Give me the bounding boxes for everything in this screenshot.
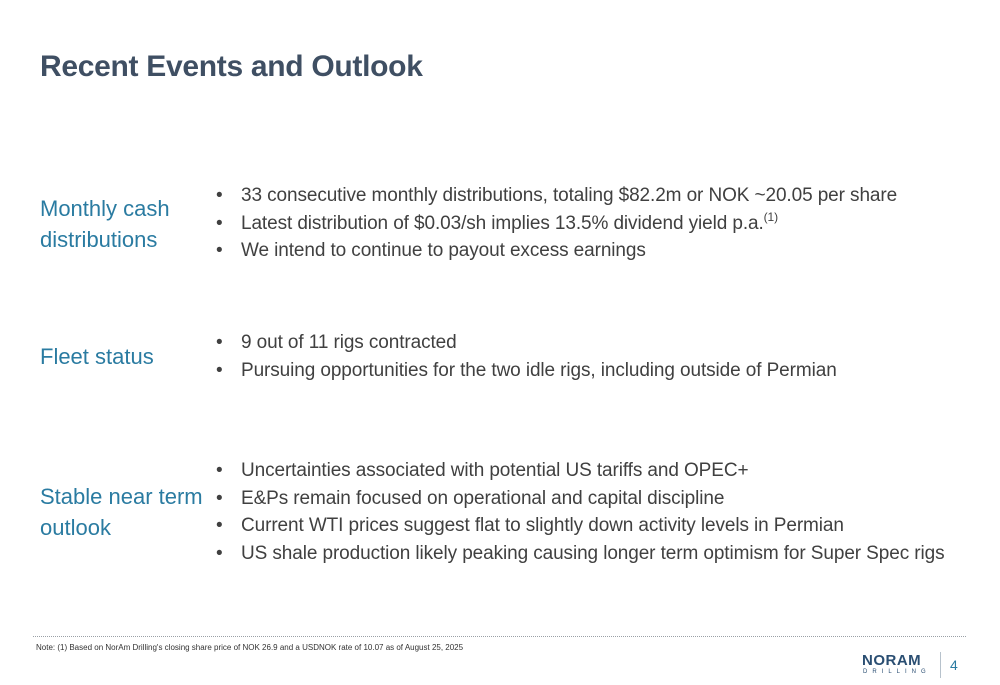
bullet-marker: • (216, 359, 223, 381)
section-label: Stable near term outlook (40, 481, 210, 543)
section-label-line: outlook (40, 515, 111, 540)
section-label-line: Stable near term (40, 484, 203, 509)
bullet-list: • 9 out of 11 rigs contracted • Pursuing… (216, 329, 837, 384)
bullet-marker: • (216, 240, 223, 261)
section-label-line: Monthly cash (40, 196, 170, 221)
logo-wordmark: NORAM (862, 652, 922, 669)
logo-subtitle: DRILLING (863, 669, 931, 675)
bullet-item: • Uncertainties associated with potentia… (216, 457, 945, 485)
bullet-text: 9 out of 11 rigs contracted (241, 332, 457, 353)
bullet-marker: • (216, 542, 223, 564)
bullet-marker: • (216, 515, 223, 536)
bullet-marker: • (216, 487, 223, 509)
section-label-line: distributions (40, 227, 158, 252)
bullet-item: • Latest distribution of $0.03/sh implie… (216, 210, 897, 238)
bullet-marker: • (216, 460, 223, 481)
bullet-item: • We intend to continue to payout excess… (216, 237, 897, 265)
bullet-text: Latest distribution of $0.03/sh implies … (241, 212, 764, 234)
bullet-text: Current WTI prices suggest flat to sligh… (241, 515, 844, 536)
section-label-line: Fleet status (40, 344, 154, 369)
bullet-text: Uncertainties associated with potential … (241, 460, 749, 481)
section-monthly-cash-distributions: Monthly cash distributions • 33 consecut… (40, 182, 980, 272)
bullet-list: • 33 consecutive monthly distributions, … (216, 182, 897, 265)
bullet-item: • E&Ps remain focused on operational and… (216, 485, 945, 513)
section-label: Monthly cash distributions (40, 193, 210, 255)
bullet-marker: • (216, 332, 223, 353)
bullet-item: • Pursuing opportunities for the two idl… (216, 357, 837, 385)
section-stable-near-term-outlook: Stable near term outlook • Uncertainties… (40, 457, 980, 572)
bullet-item: • 9 out of 11 rigs contracted (216, 329, 837, 357)
company-logo: NORAM DRILLING (862, 652, 926, 677)
bullet-item: • Current WTI prices suggest flat to sli… (216, 512, 945, 540)
page-title: Recent Events and Outlook (40, 50, 423, 83)
bullet-text: We intend to continue to payout excess e… (241, 240, 646, 261)
bullet-text: US shale production likely peaking causi… (241, 542, 945, 564)
footer-divider (33, 636, 966, 637)
bullet-item: • US shale production likely peaking cau… (216, 540, 945, 568)
section-label: Fleet status (40, 341, 210, 372)
section-fleet-status: Fleet status • 9 out of 11 rigs contract… (40, 329, 980, 389)
bullet-text: Pursuing opportunities for the two idle … (241, 359, 837, 381)
footnote-reference: (1) (763, 209, 779, 224)
footnote: Note: (1) Based on NorAm Drilling's clos… (36, 643, 464, 652)
bullet-list: • Uncertainties associated with potentia… (216, 457, 945, 567)
page-number: 4 (950, 657, 958, 673)
bullet-text: 33 consecutive monthly distributions, to… (241, 185, 898, 206)
bullet-marker: • (216, 212, 223, 234)
bullet-text: E&Ps remain focused on operational and c… (241, 487, 725, 509)
bullet-marker: • (216, 185, 223, 206)
bullet-item: • 33 consecutive monthly distributions, … (216, 182, 897, 210)
logo-divider (940, 652, 941, 678)
